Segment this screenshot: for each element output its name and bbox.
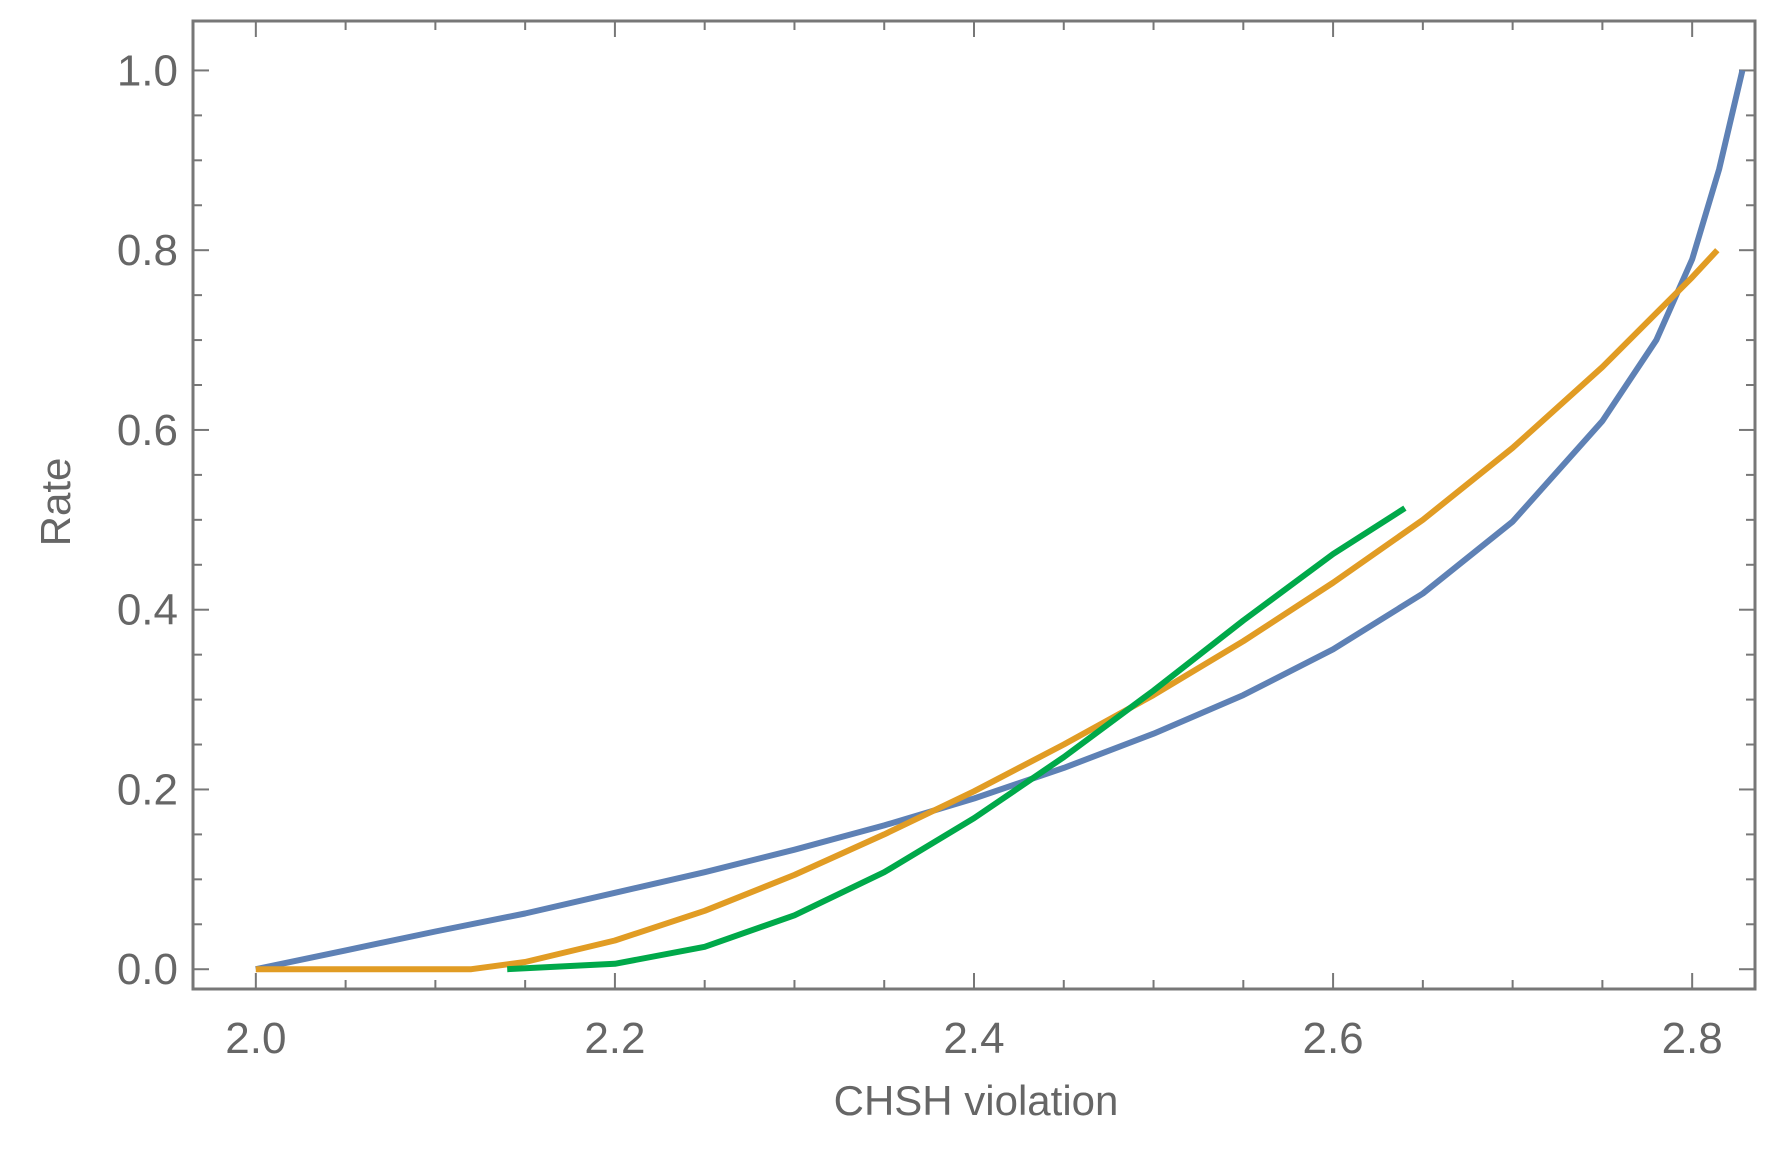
x-tick-label: 2.0 [225, 1014, 286, 1063]
x-tick-label: 2.6 [1302, 1014, 1363, 1063]
ticks-layer [193, 21, 1755, 989]
series-line-2 [255, 248, 1720, 973]
plot-frame [191, 19, 1757, 991]
plot-frame-layer [191, 19, 1757, 991]
series-layer [255, 69, 1746, 973]
y-tick-label: 0.6 [117, 406, 178, 455]
x-tick-label: 2.2 [584, 1014, 645, 1063]
x-axis-label: CHSH violation [834, 1077, 1119, 1124]
y-tick-label: 0.0 [117, 945, 178, 994]
labels-layer: 2.0 2.2 2.4 2.6 2.8 0.0 0.2 0.4 0.6 0.8 1.0 [117, 46, 1723, 1063]
x-tick-label: 2.4 [943, 1014, 1004, 1063]
series-line-1 [255, 69, 1746, 973]
y-tick-label: 1.0 [117, 46, 178, 95]
series-line-3 [507, 505, 1407, 973]
y-tick-label: 0.4 [117, 586, 178, 635]
x-tick-label: 2.8 [1662, 1014, 1723, 1063]
y-tick-label: 0.2 [117, 765, 178, 814]
y-axis-label: Rate [32, 458, 79, 547]
y-tick-label: 0.8 [117, 226, 178, 275]
